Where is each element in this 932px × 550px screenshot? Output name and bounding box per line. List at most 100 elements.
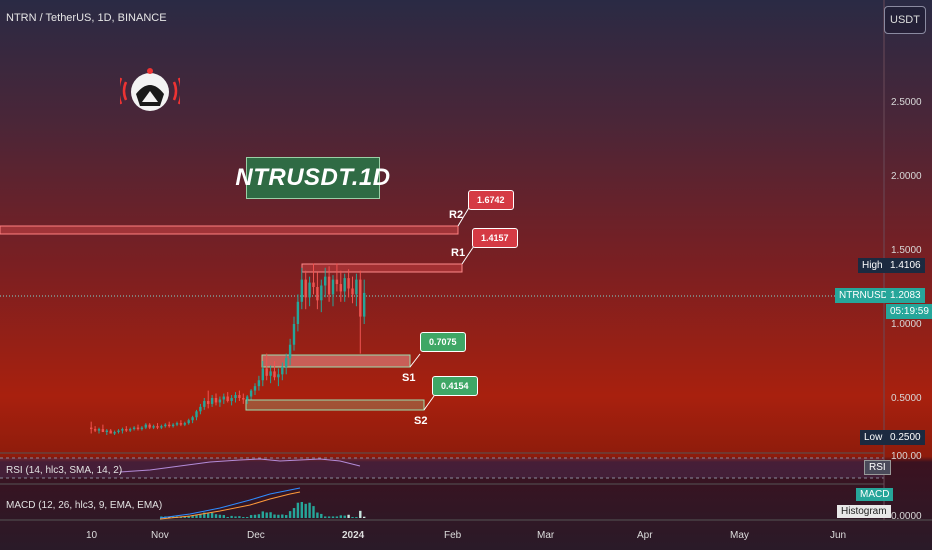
r2-price-tag[interactable]: 1.6742: [468, 190, 514, 210]
macd-histogram-bar: [226, 517, 229, 518]
macd-line: [159, 487, 301, 519]
candle-body: [355, 279, 358, 295]
candle-body: [343, 278, 346, 292]
macd-histogram-bar: [335, 516, 339, 518]
x-axis-label: Jun: [830, 530, 847, 541]
macd-histogram: [160, 502, 366, 518]
s1-pointer: [409, 353, 421, 368]
candle-body: [253, 386, 257, 391]
s2-price-tag[interactable]: 0.4154: [432, 376, 478, 396]
candle-body: [207, 400, 210, 404]
candle-body: [359, 279, 362, 317]
candle-body: [339, 284, 342, 292]
macd-button[interactable]: MACD: [856, 488, 894, 501]
countdown-badge: 05:19:59: [886, 304, 932, 319]
candle-body: [242, 398, 245, 400]
macd-histogram-bar: [347, 514, 350, 518]
macd-histogram-bar: [183, 516, 186, 518]
candle-body: [230, 398, 233, 401]
macd-histogram-bar: [296, 502, 300, 518]
macd-histogram-bar: [343, 515, 346, 518]
candle-body: [101, 429, 105, 433]
macd-histogram-bar: [249, 515, 253, 518]
rsi-label[interactable]: RSI (14, hlc3, SMA, 14, 2): [6, 465, 123, 476]
low-label: Low: [860, 430, 887, 445]
x-axis-label: Feb: [444, 530, 462, 541]
candle-body: [331, 279, 335, 295]
candle-body: [97, 429, 101, 431]
macd-histogram-bar: [304, 503, 307, 518]
r1-label: R1: [451, 247, 466, 259]
candle-body: [257, 380, 261, 387]
high-value: 1.4106: [886, 258, 925, 273]
macd-histogram-bar: [222, 515, 225, 518]
last-price-badge: 1.2083: [886, 288, 925, 303]
macd-histogram-bar: [288, 511, 292, 518]
macd-histogram-bar: [207, 513, 210, 518]
x-axis-label: Apr: [637, 530, 653, 541]
macd-histogram-bar: [246, 517, 249, 518]
price-tick: 2.0000: [891, 171, 922, 182]
rsi-tick: 100.00: [891, 451, 922, 462]
macd-histogram-bar: [269, 512, 272, 518]
candle-body: [117, 430, 120, 433]
macd-histogram-bar: [203, 512, 206, 518]
candle-body: [316, 287, 319, 301]
macd-histogram-bar: [327, 516, 331, 518]
s1-price-tag[interactable]: 0.7075: [420, 332, 466, 352]
s1-zone: [261, 354, 411, 368]
candle-body: [195, 411, 198, 418]
candle-body: [277, 374, 280, 378]
candle-body: [203, 400, 206, 407]
rsi-line: [119, 458, 361, 473]
macd-histogram-bar: [331, 516, 335, 518]
macd-histogram-bar: [320, 513, 323, 518]
s2-zone: [245, 399, 425, 411]
candle-body: [327, 276, 331, 295]
macd-histogram-bar: [218, 514, 222, 518]
candle-body: [199, 406, 202, 412]
candle-body: [226, 396, 229, 401]
candle-body: [140, 427, 144, 430]
candle-body: [292, 324, 296, 345]
price-tick: 1.5000: [891, 245, 922, 256]
macd-histogram-bar: [230, 515, 233, 518]
candle-body: [363, 292, 366, 317]
macd-histogram-bar: [160, 516, 163, 518]
candle-body: [136, 427, 140, 430]
r1-price-tag[interactable]: 1.4157: [472, 228, 518, 248]
r2-pointer: [457, 205, 471, 227]
high-label: High: [858, 258, 887, 273]
candle-body: [156, 426, 159, 428]
macd-histogram-bar: [168, 516, 171, 518]
macd-histogram-bar: [285, 515, 288, 518]
r1-pointer: [461, 245, 475, 265]
candle-body: [171, 424, 175, 427]
candle-body: [210, 398, 214, 404]
rsi-button[interactable]: RSI: [864, 460, 891, 475]
r1-zone: [301, 263, 463, 273]
histogram-button[interactable]: Histogram: [837, 505, 891, 518]
candle-body: [191, 417, 194, 421]
candle-body: [320, 285, 323, 301]
macd-label[interactable]: MACD (12, 26, hlc3, 9, EMA, EMA): [6, 500, 163, 511]
macd-histogram-bar: [253, 514, 257, 518]
candlestick-series: [90, 263, 366, 435]
candle-body: [160, 426, 163, 428]
price-tick: 0.5000: [891, 393, 922, 404]
candle-body: [246, 396, 249, 400]
macd-histogram-bar: [210, 512, 214, 518]
candle-body: [121, 429, 124, 431]
candle-body: [281, 366, 284, 375]
candle-body: [308, 282, 311, 298]
macd-histogram-bar: [316, 512, 319, 518]
astronaut-logo-icon: [120, 68, 180, 111]
chart-title: NTRN / TetherUS, 1D, BINANCE: [6, 12, 167, 24]
macd-histogram-bar: [339, 515, 342, 518]
currency-button[interactable]: USDT: [884, 6, 926, 34]
macd-histogram-bar: [214, 514, 218, 518]
macd-histogram-bar: [292, 508, 296, 518]
candle-body: [312, 282, 315, 287]
candle-body: [125, 429, 128, 431]
